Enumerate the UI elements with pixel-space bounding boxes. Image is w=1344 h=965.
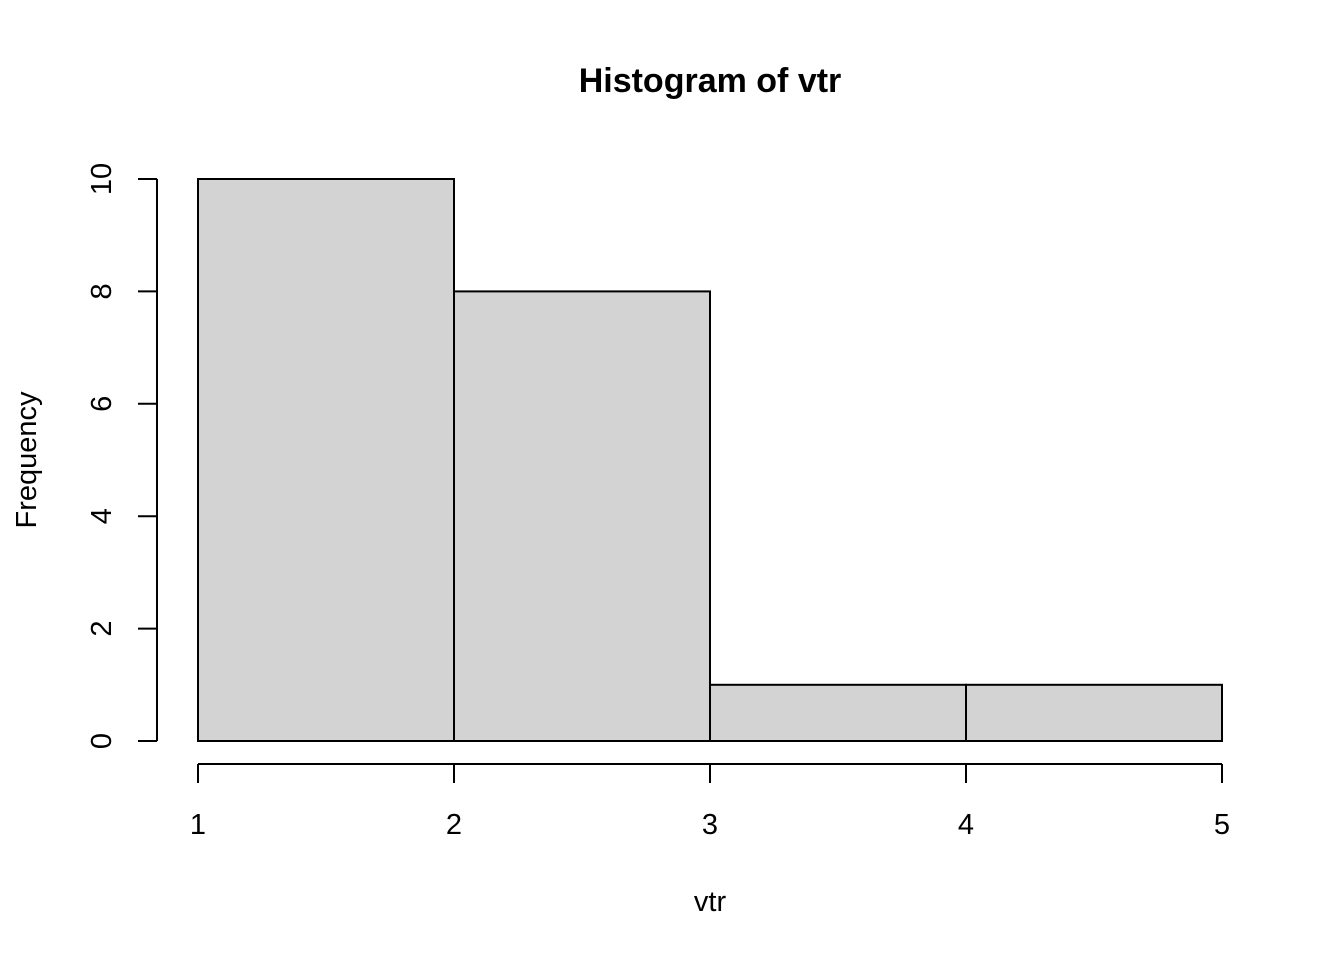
x-tick-label-5: 5 <box>1214 809 1230 841</box>
y-tick-label-2: 2 <box>86 621 118 637</box>
histogram-bar-3-4 <box>709 683 967 742</box>
x-tick-label-1: 1 <box>190 809 206 841</box>
x-tick-label-3: 3 <box>702 809 718 841</box>
x-tick-label-4: 4 <box>958 809 974 841</box>
y-tick-label-10: 10 <box>86 163 118 195</box>
bars-layer <box>197 178 1223 742</box>
histogram-bar-2-3 <box>453 290 711 742</box>
x-tick-label-2: 2 <box>446 809 462 841</box>
y-axis-label: Frequency <box>11 391 43 529</box>
chart-title: Histogram of vtr <box>579 62 842 100</box>
x-axis: 1 2 3 4 5 <box>190 763 1230 841</box>
histogram-bar-4-5 <box>965 683 1223 742</box>
y-tick-label-4: 4 <box>86 508 118 524</box>
histogram-bar-1-2 <box>197 178 455 742</box>
x-axis-label: vtr <box>694 886 727 918</box>
y-tick-label-8: 8 <box>86 283 118 299</box>
y-tick-label-0: 0 <box>86 733 118 749</box>
y-tick-label-6: 6 <box>86 396 118 412</box>
y-axis: 0 2 4 6 8 10 <box>86 163 158 749</box>
